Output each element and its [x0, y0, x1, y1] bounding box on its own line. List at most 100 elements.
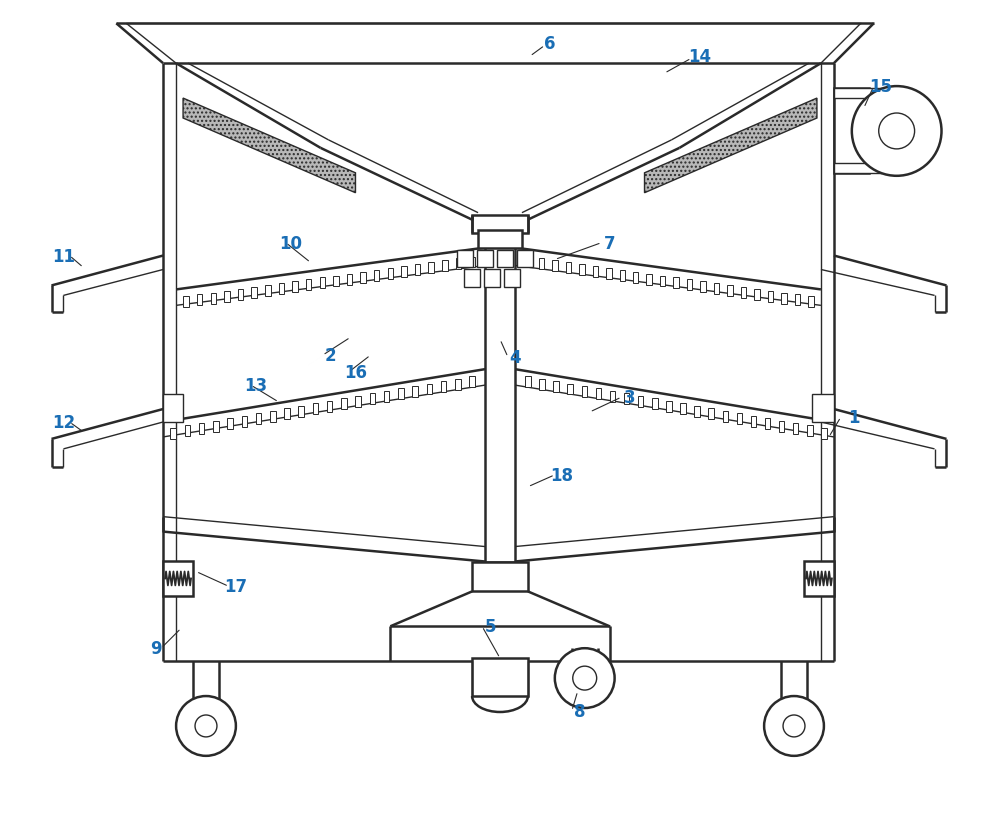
- Bar: [292, 282, 298, 293]
- Bar: [539, 379, 545, 390]
- Bar: [185, 426, 190, 437]
- Bar: [370, 394, 375, 405]
- Bar: [723, 411, 728, 422]
- Bar: [525, 376, 531, 388]
- Bar: [633, 272, 638, 284]
- Bar: [525, 257, 531, 268]
- Bar: [593, 266, 598, 278]
- Text: 10: 10: [279, 234, 302, 252]
- Bar: [624, 394, 629, 405]
- Circle shape: [573, 667, 597, 691]
- Bar: [298, 406, 304, 417]
- Bar: [320, 278, 325, 289]
- Text: 14: 14: [688, 48, 711, 66]
- Bar: [680, 404, 686, 414]
- Bar: [472, 658, 528, 696]
- Text: 4: 4: [509, 349, 521, 366]
- Bar: [374, 270, 379, 281]
- Bar: [808, 297, 814, 308]
- Text: 5: 5: [484, 618, 496, 635]
- Bar: [567, 384, 573, 395]
- Circle shape: [176, 696, 236, 756]
- Bar: [795, 295, 800, 306]
- Bar: [714, 284, 719, 294]
- Polygon shape: [183, 99, 355, 194]
- Bar: [464, 270, 480, 288]
- Bar: [211, 294, 216, 304]
- Bar: [652, 399, 658, 410]
- Circle shape: [879, 114, 915, 150]
- Text: 15: 15: [869, 78, 892, 96]
- Bar: [355, 396, 361, 408]
- Text: 1: 1: [848, 409, 860, 427]
- Bar: [737, 414, 742, 424]
- Bar: [582, 386, 587, 398]
- Bar: [596, 389, 601, 400]
- Bar: [242, 416, 247, 427]
- Bar: [163, 561, 193, 596]
- Bar: [455, 379, 461, 390]
- Bar: [313, 404, 318, 414]
- Bar: [333, 276, 339, 287]
- Bar: [472, 562, 528, 591]
- Bar: [360, 272, 366, 284]
- Bar: [779, 421, 784, 432]
- Bar: [427, 384, 432, 395]
- Bar: [213, 421, 219, 432]
- Bar: [660, 276, 665, 287]
- Bar: [610, 391, 615, 403]
- Bar: [579, 265, 585, 275]
- Bar: [741, 288, 746, 299]
- Bar: [199, 423, 204, 434]
- Bar: [666, 401, 672, 413]
- Bar: [306, 280, 311, 291]
- Bar: [347, 275, 352, 285]
- Bar: [673, 278, 679, 289]
- Text: 9: 9: [150, 639, 162, 657]
- Bar: [781, 294, 787, 304]
- Bar: [327, 401, 332, 413]
- Bar: [251, 288, 257, 299]
- Bar: [727, 285, 733, 297]
- Text: 13: 13: [244, 376, 267, 394]
- Circle shape: [852, 87, 942, 177]
- Text: 11: 11: [52, 247, 75, 265]
- Bar: [469, 257, 475, 268]
- Bar: [441, 381, 446, 393]
- Bar: [428, 263, 434, 274]
- Bar: [812, 394, 834, 423]
- Text: 17: 17: [224, 578, 247, 595]
- Bar: [552, 261, 558, 272]
- Bar: [415, 265, 420, 275]
- Bar: [807, 426, 813, 437]
- Bar: [163, 394, 183, 423]
- Bar: [485, 233, 515, 562]
- Bar: [700, 282, 706, 293]
- Bar: [469, 376, 475, 388]
- Bar: [834, 89, 869, 174]
- Bar: [197, 295, 202, 306]
- Text: 18: 18: [550, 466, 573, 484]
- Bar: [442, 261, 448, 272]
- Bar: [793, 423, 798, 434]
- Bar: [398, 389, 404, 400]
- Bar: [478, 231, 522, 248]
- Bar: [412, 386, 418, 398]
- Bar: [804, 561, 834, 596]
- Bar: [834, 89, 882, 99]
- Bar: [553, 381, 559, 393]
- Text: 2: 2: [325, 347, 336, 365]
- Bar: [694, 406, 700, 417]
- Bar: [279, 284, 284, 294]
- Bar: [238, 289, 243, 300]
- Text: 16: 16: [344, 364, 367, 382]
- Bar: [284, 409, 290, 419]
- Bar: [477, 251, 493, 268]
- Bar: [517, 251, 533, 268]
- Bar: [497, 251, 513, 268]
- Bar: [834, 164, 882, 174]
- Bar: [456, 259, 461, 270]
- Bar: [821, 428, 827, 439]
- Bar: [256, 414, 261, 424]
- Bar: [504, 270, 520, 288]
